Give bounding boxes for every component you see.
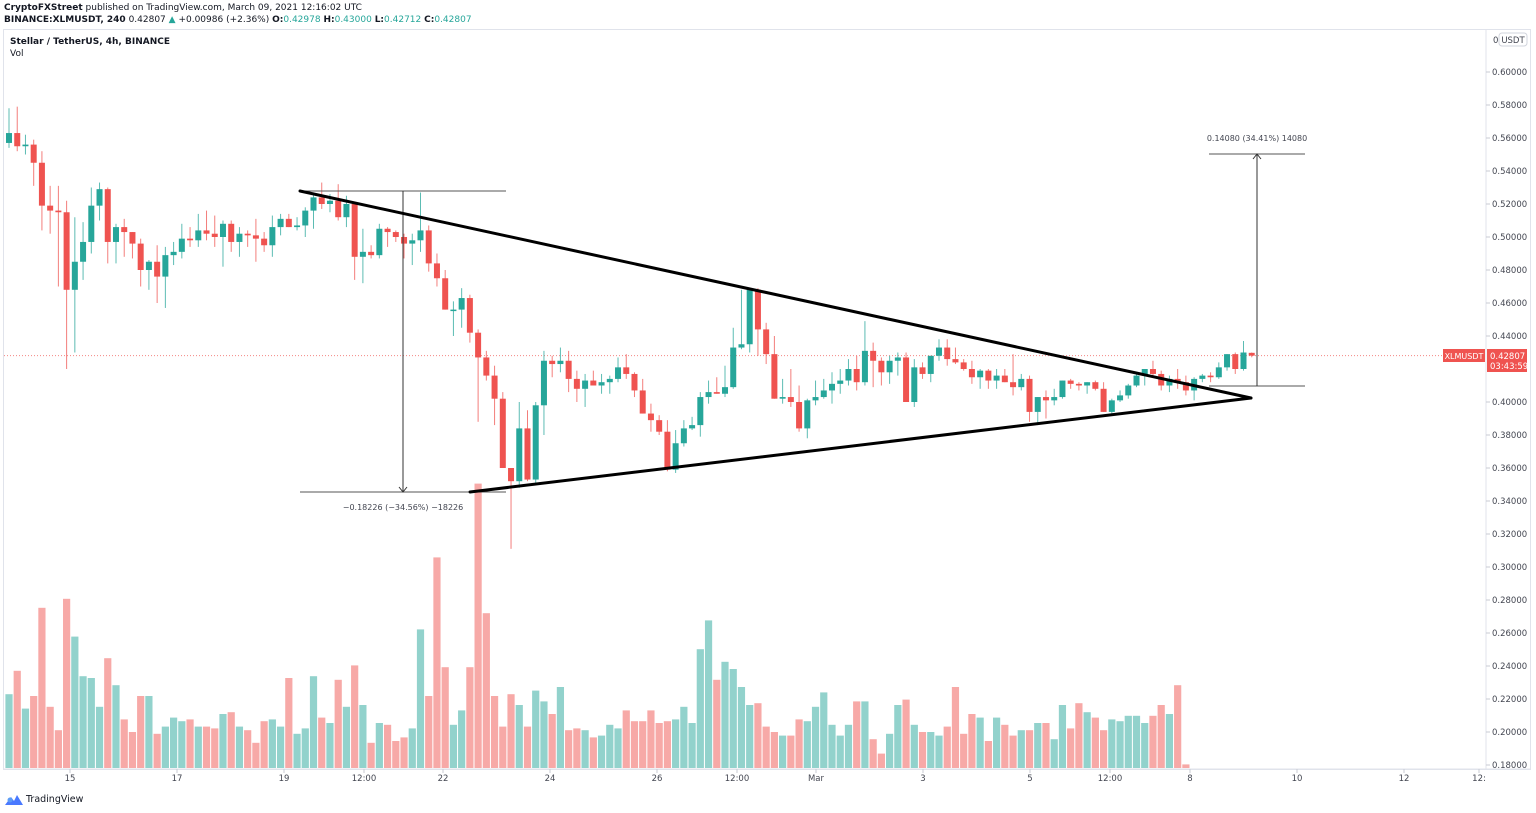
time-tick-label: 12:00 (1098, 774, 1123, 784)
symbol-tag-label: XLMUSDT (1445, 352, 1484, 361)
time-tick-label: 19 (279, 774, 290, 784)
arrow-down-icon (398, 486, 408, 493)
time-tick-label: 15 (65, 774, 76, 784)
published-text: published on TradingView.com, March 09, … (85, 3, 362, 13)
time-axis[interactable]: 15 17 19 12:00 22 24 26 12:00 Mar 3 5 12:00 8 10 12 12: (65, 769, 1486, 784)
time-tick-label: 5 (1027, 774, 1032, 784)
time-tick-label: 8 (1187, 774, 1192, 784)
price-tick-label: 0.50000 (1492, 233, 1527, 243)
close-label: C: (424, 15, 435, 25)
legend-title: Stellar / TetherUS, 4h, BINANCE (10, 37, 170, 47)
up-triangle-icon: ▲ (168, 15, 176, 25)
price-tick-label: 0.22000 (1492, 695, 1527, 705)
price-tick-label: 0.28000 (1492, 596, 1527, 606)
price-tick-label: 0.54000 (1492, 167, 1527, 177)
price-tick-label: 0.52000 (1492, 200, 1527, 210)
price-tick-label: 0.20000 (1492, 728, 1527, 738)
price-tick-label: 0.60000 (1492, 68, 1527, 78)
price-tick-label: 0.30000 (1492, 563, 1527, 573)
symbol-ohlc-bar: BINANCE:XLMUSDT, 240 0.42807 ▲ +0.00986 … (4, 14, 472, 26)
price-tick-label: 0.36000 (1492, 464, 1527, 474)
time-tick-label: 12:00 (725, 774, 750, 784)
price-tick-label: 0.58000 (1492, 101, 1527, 111)
ascending-support-line[interactable] (468, 396, 1253, 494)
time-tick-label: 17 (172, 774, 183, 784)
symbol-label: BINANCE:XLMUSDT, 240 (4, 15, 126, 25)
time-tick-label: 10 (1292, 774, 1303, 784)
drop-measure-label: −0.18226 (−34.56%) −18226 (343, 503, 463, 512)
chart-legend[interactable]: Stellar / TetherUS, 4h, BINANCE Vol (10, 36, 170, 60)
time-tick-label: 22 (438, 774, 449, 784)
tradingview-footer[interactable]: TradingView (5, 794, 83, 805)
time-tick-label: 12:00 (352, 774, 377, 784)
triangle-trendlines[interactable] (298, 189, 1253, 494)
time-tick-label: 12: (1472, 774, 1486, 784)
last-price-tag: XLMUSDT 0.42807 03:43:59 (1443, 349, 1528, 372)
target-measure-label: 0.14080 (34.41%) 14080 (1207, 134, 1307, 143)
price-tick-label: 0.44000 (1492, 332, 1527, 342)
open-value: 0.42978 (283, 15, 321, 25)
price-tick-label: 0.32000 (1492, 530, 1527, 540)
price-tick-label: 0.38000 (1492, 431, 1527, 441)
arrow-up-icon (1252, 153, 1262, 160)
time-tick-label: 24 (545, 774, 556, 784)
price-axis[interactable]: 0.60000 0.58000 0.56000 0.54000 0.52000 0.500… (1486, 68, 1527, 771)
time-tick-label: 12 (1399, 774, 1410, 784)
last-price-tag-value: 0.42807 (1490, 352, 1525, 362)
high-label: H: (323, 15, 335, 25)
currency-prefix: 0 (1493, 36, 1498, 46)
tradingview-brand: TradingView (26, 794, 84, 805)
volume-bars (5, 483, 1190, 768)
price-tick-label: 0.34000 (1492, 497, 1527, 507)
close-value: 0.42807 (434, 15, 472, 25)
tradingview-logo-icon (5, 795, 23, 805)
price-tick-label: 0.40000 (1492, 398, 1527, 408)
legend-volume: Vol (10, 49, 24, 59)
countdown-timer: 03:43:59 (1490, 362, 1528, 372)
high-value: 0.43000 (334, 15, 372, 25)
descending-resistance-line[interactable] (298, 189, 1253, 400)
candlesticks (6, 106, 1255, 549)
open-label: O: (272, 15, 284, 25)
time-tick-label: 3 (920, 774, 925, 784)
time-tick-label: 26 (652, 774, 663, 784)
price-change: +0.00986 (+2.36%) (178, 15, 270, 25)
currency-label: USDT (1501, 36, 1525, 46)
price-tick-label: 0.18000 (1492, 761, 1527, 771)
last-price: 0.42807 (128, 15, 166, 25)
price-tick-label: 0.26000 (1492, 629, 1527, 639)
currency-badge[interactable] (1498, 32, 1528, 47)
price-tick-label: 0.46000 (1492, 299, 1527, 309)
low-label: L: (374, 15, 385, 25)
price-tick-label: 0.24000 (1492, 662, 1527, 672)
drawings (300, 153, 1305, 493)
price-tick-label: 0.48000 (1492, 266, 1527, 276)
low-value: 0.42712 (384, 15, 422, 25)
time-tick-label: Mar (808, 774, 825, 784)
publisher: CryptoFXStreet (4, 3, 83, 13)
publish-info: CryptoFXStreet published on TradingView.… (4, 2, 362, 14)
price-tick-label: 0.56000 (1492, 134, 1527, 144)
